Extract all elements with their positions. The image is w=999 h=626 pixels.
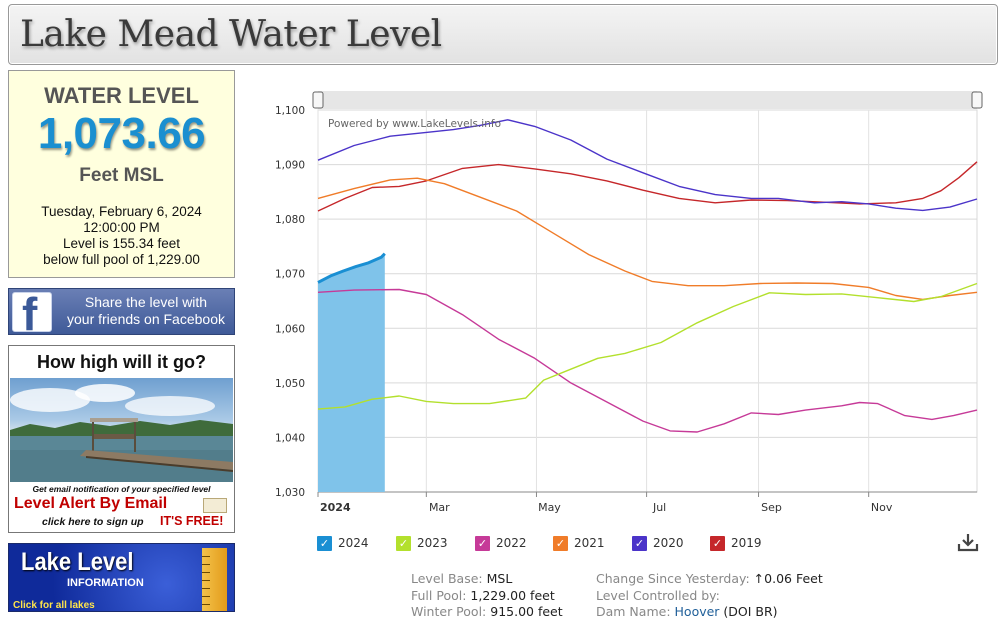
- legend-label: 2021: [574, 536, 605, 550]
- range-handle-right[interactable]: [971, 91, 983, 109]
- alert-small-text: Get email notification of your specified…: [32, 484, 211, 494]
- change-value: 0.06 Feet: [764, 571, 823, 586]
- level-base-label: Level Base:: [411, 571, 483, 586]
- lake-dock-image: [10, 378, 233, 482]
- legend-label: 2024: [338, 536, 369, 550]
- all-lakes-link[interactable]: Click for all lakes: [13, 600, 95, 611]
- alert-free-text: IT'S FREE!: [160, 514, 224, 528]
- dam-name-label: Dam Name:: [596, 604, 671, 619]
- water-level-chart: 1,030 1,040 1,050 1,060 1,070 1,080 1,090 1,100…: [275, 91, 983, 514]
- lake-level-banner-subtitle: INFORMATION: [67, 577, 144, 589]
- series-line-2021: [317, 177, 978, 301]
- reading-date: Tuesday, February 6, 2024: [41, 204, 202, 219]
- controlled-by-label: Level Controlled by:: [596, 587, 720, 603]
- envelope-icon: [203, 498, 227, 513]
- series-line-2022: [317, 288, 978, 433]
- lake-stats-right: Change Since Yesterday: ↑0.06 Feet Level…: [596, 571, 823, 621]
- winter-pool-label: Winter Pool:: [411, 604, 487, 619]
- alert-title: Level Alert By Email: [14, 495, 168, 512]
- download-icon[interactable]: [956, 532, 980, 552]
- x-tick-label: 2024: [320, 501, 351, 514]
- facebook-share-text: Share the level with your friends on Fac…: [67, 294, 225, 327]
- y-tick-label: 1,030: [275, 487, 305, 499]
- y-tick-label: 1,080: [275, 214, 305, 226]
- facebook-icon: f: [12, 288, 52, 340]
- plot-area: [317, 109, 978, 493]
- series-line-2023: [317, 282, 978, 410]
- y-tick-label: 1,040: [275, 432, 305, 444]
- level-base-value: MSL: [486, 571, 513, 586]
- y-tick-label: 1,050: [275, 378, 305, 390]
- up-arrow-icon: ↑: [753, 571, 765, 586]
- chart-watermark: Powered by www.LakeLevels.info: [328, 118, 501, 130]
- water-level-value: 1,073.66: [37, 109, 206, 158]
- page-header: Lake Mead Water Level: [8, 4, 998, 65]
- water-level-info: Tuesday, February 6, 2024 12:00:00 PM Le…: [9, 204, 234, 268]
- y-axis-labels: 1,030 1,040 1,050 1,060 1,070 1,080 1,090 1,100: [275, 105, 305, 499]
- y-tick-label: 1,090: [275, 160, 305, 172]
- y-tick-label: 1,060: [275, 323, 305, 335]
- x-tick-label: Jul: [652, 501, 666, 514]
- change-label: Change Since Yesterday:: [596, 571, 750, 586]
- lake-stats-left: Level Base: MSL Full Pool: 1,229.00 feet…: [411, 571, 563, 621]
- lake-level-banner-title: Lake Level: [21, 548, 134, 576]
- checkmark-icon[interactable]: ✓: [632, 536, 647, 551]
- x-tick-label: Sep: [761, 501, 782, 514]
- winter-pool-value: 915.00 feet: [490, 604, 563, 619]
- dam-owner: (DOI BR): [723, 604, 778, 619]
- series-line-2020: [317, 119, 978, 212]
- series-lines: [317, 119, 978, 433]
- checkmark-icon[interactable]: ✓: [553, 536, 568, 551]
- alert-question: How high will it go?: [37, 352, 206, 372]
- water-level-label: WATER LEVEL: [44, 83, 199, 108]
- checkmark-icon[interactable]: ✓: [475, 536, 490, 551]
- checkmark-icon[interactable]: ✓: [317, 536, 332, 551]
- y-tick-label: 1,070: [275, 269, 305, 281]
- full-pool-label: Full Pool:: [411, 587, 467, 603]
- dam-name-link[interactable]: Hoover: [674, 604, 720, 619]
- legend-label: 2019: [731, 536, 762, 550]
- full-pool-line: below full pool of 1,229.00: [43, 252, 200, 267]
- water-level-unit: Feet MSL: [79, 165, 164, 186]
- water-level-box: WATER LEVEL 1,073.66 Feet MSL Tuesday, F…: [8, 70, 235, 278]
- facebook-share-banner[interactable]: f Share the level with your friends on F…: [8, 288, 235, 340]
- series-line-2024: [317, 252, 386, 284]
- legend-label: 2020: [653, 536, 684, 550]
- x-tick-label: Mar: [429, 501, 450, 514]
- legend-label: 2023: [417, 536, 448, 550]
- alert-signup-link[interactable]: click here to sign up: [42, 516, 144, 528]
- series-line-2019: [317, 161, 978, 212]
- x-axis-labels: 2024 Mar May Jul Sep Nov: [317, 492, 893, 514]
- range-handle-left[interactable]: [312, 91, 324, 109]
- reading-time: 12:00:00 PM: [83, 220, 160, 235]
- page-title: Lake Mead Water Level: [20, 14, 442, 55]
- level-alert-banner[interactable]: How high will it go? Get email notificat…: [8, 345, 235, 533]
- lake-level-info-banner[interactable]: Lake Level INFORMATION Click for all lak…: [8, 543, 235, 612]
- x-tick-label: Nov: [871, 501, 893, 514]
- gauge-icon: [202, 548, 227, 611]
- legend-label: 2022: [496, 536, 527, 550]
- level-below-line: Level is 155.34 feet: [62, 236, 181, 251]
- area-fills: [318, 253, 385, 492]
- series-area-2024: [318, 253, 385, 492]
- y-tick-label: 1,100: [275, 105, 305, 117]
- checkmark-icon[interactable]: ✓: [396, 536, 411, 551]
- range-navigator[interactable]: [318, 91, 977, 109]
- x-tick-label: May: [538, 501, 561, 514]
- full-pool-value: 1,229.00 feet: [470, 587, 555, 603]
- checkmark-icon[interactable]: ✓: [710, 536, 725, 551]
